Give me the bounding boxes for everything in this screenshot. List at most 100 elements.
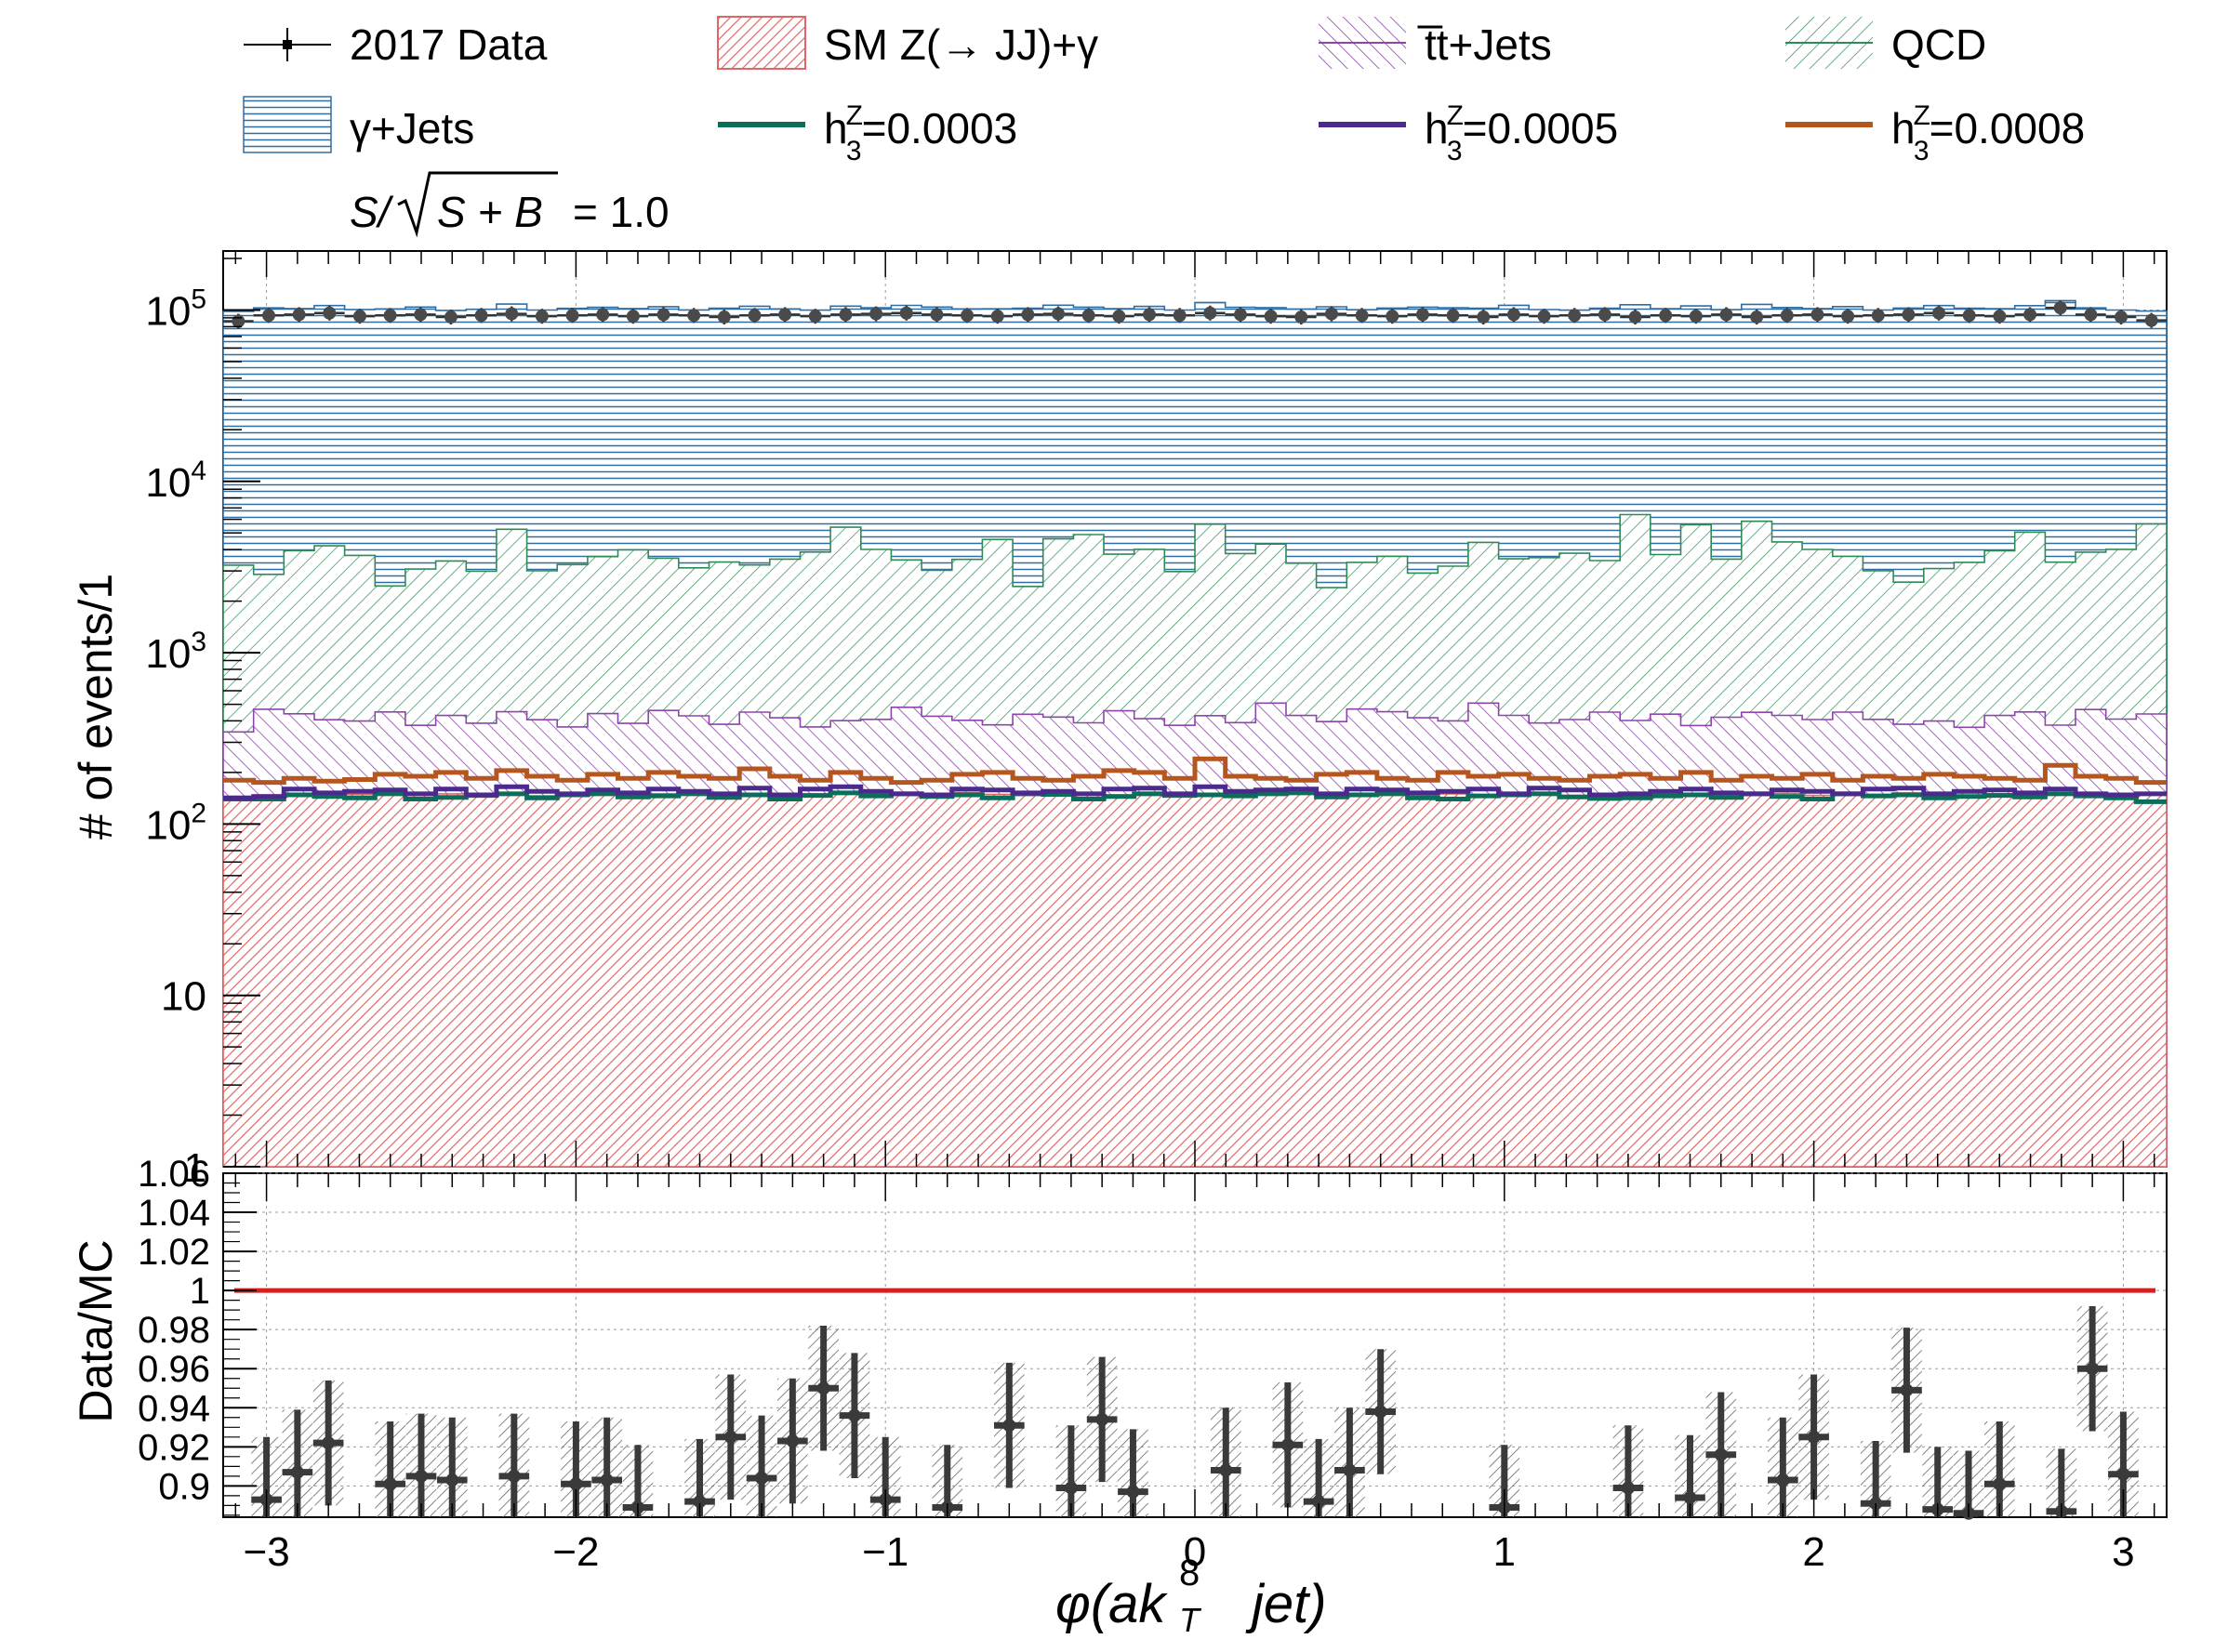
h3-symbol: h <box>1425 104 1449 152</box>
data-point <box>496 306 527 322</box>
data-point <box>1164 308 1195 324</box>
significance-value: = 1.0 <box>573 188 670 236</box>
h3-sup: Z <box>1914 100 1930 131</box>
legend-entry-h3-0005: hZ 3=0.0005 <box>1319 100 1618 166</box>
ratio-y-tick-label: 0.92 <box>138 1427 210 1468</box>
data-point <box>1984 309 2015 324</box>
ratio-point <box>591 1417 623 1517</box>
data-point <box>982 309 1014 324</box>
ratio-point <box>839 1353 870 1478</box>
data-point <box>313 305 345 321</box>
ratio-point <box>282 1409 313 1517</box>
data-point <box>1346 308 1377 324</box>
legend-label-zg: SM Z(→ JJ)+γ <box>824 20 1098 69</box>
legend-label-h3-0003: hZ 3=0.0003 <box>824 100 1017 166</box>
x-axis-title-jet: jet) <box>1245 1574 1327 1634</box>
x-tick-label: −1 <box>862 1529 908 1575</box>
data-point <box>253 308 285 324</box>
legend-label-qcd: QCD <box>1891 20 1986 69</box>
h3-sub: 3 <box>1447 136 1463 166</box>
data-point <box>1467 310 1499 325</box>
data-point <box>860 306 892 322</box>
data-point <box>2136 312 2167 328</box>
data-point <box>769 307 801 323</box>
data-point <box>2014 307 2046 323</box>
data-point <box>922 307 952 323</box>
ratio-y-tick-label: 0.98 <box>138 1310 210 1351</box>
data-point <box>1255 309 1286 324</box>
data-point <box>1134 307 1165 323</box>
main-y-tick-label: 104 <box>145 456 206 506</box>
ratio-point <box>2076 1305 2108 1432</box>
data-point <box>1680 309 1712 324</box>
data-point <box>1042 306 1074 322</box>
data-point <box>1225 307 1256 323</box>
ratio-point <box>405 1413 437 1517</box>
legend-label-ttbar: t̅t+Jets <box>1417 20 1552 69</box>
legend-entry-data: 2017 Data <box>244 20 548 69</box>
data-point <box>1711 307 1742 323</box>
ratio-point <box>1334 1408 1365 1517</box>
ratio-point <box>1767 1417 1798 1517</box>
data-point <box>1013 307 1043 323</box>
legend-entry-zg: SM Z(→ JJ)+γ <box>717 16 1098 70</box>
data-point <box>1741 310 1772 325</box>
data-point <box>1589 307 1621 323</box>
data-point <box>1438 308 1468 324</box>
main-y-tick-label: 105 <box>145 284 206 334</box>
ratio-point <box>1118 1429 1148 1517</box>
data-point <box>587 307 618 323</box>
legend-entry-h3-0003: hZ 3=0.0003 <box>718 100 1017 166</box>
legend-label-gammajets: γ+Jets <box>350 104 474 152</box>
legend-label-h3-0005: hZ 3=0.0005 <box>1425 100 1618 166</box>
ratio-y-tick-label: 1.04 <box>138 1193 210 1234</box>
main-x-ticks <box>234 251 2155 1167</box>
x-axis-title-sup: 8 <box>1179 1553 1200 1593</box>
main-y-tick-label: 1 <box>184 1145 206 1191</box>
x-axis-title: φ(ak 8 T jet) <box>1055 1553 1327 1639</box>
data-point <box>617 309 649 324</box>
data-point <box>1285 310 1317 325</box>
main-y-tick-label: 103 <box>145 627 206 677</box>
data-point <box>1195 305 1226 321</box>
data-point <box>1863 308 1894 324</box>
ratio-point <box>498 1413 530 1517</box>
data-point <box>1558 308 1590 324</box>
legend-entry-qcd: QCD <box>1785 17 1986 69</box>
data-point <box>1498 307 1530 323</box>
ratio-y-tick-label: 0.96 <box>138 1349 210 1390</box>
legend-entry-gammajets: γ+Jets <box>243 96 474 153</box>
data-point <box>466 308 497 324</box>
ratio-point <box>1705 1392 1737 1517</box>
data-point <box>1073 308 1105 324</box>
ratio-y-tick-label: 0.9 <box>158 1466 210 1507</box>
ratio-point <box>1210 1408 1241 1517</box>
h3-value: =0.0008 <box>1930 104 2086 152</box>
ratio-point <box>746 1415 777 1517</box>
data-point <box>526 309 558 324</box>
data-point <box>1650 308 1681 324</box>
data-point <box>800 309 831 324</box>
legend: 2017 Data SM Z(→ JJ)+γ t̅t+Jets QCD γ+Je… <box>243 16 2086 238</box>
h3-value: =0.0003 <box>862 104 1018 152</box>
data-point <box>1376 309 1408 324</box>
data-point <box>739 308 770 324</box>
x-tick-label: 1 <box>1493 1529 1516 1575</box>
ratio-point <box>715 1374 747 1500</box>
x-axis-title-sub: T <box>1179 1601 1202 1639</box>
data-point <box>1832 309 1863 324</box>
ratio-point <box>1798 1374 1829 1500</box>
ratio-point <box>375 1421 406 1517</box>
ratio-point <box>1272 1381 1304 1508</box>
data-point <box>1923 305 1955 321</box>
ratio-point <box>561 1421 591 1517</box>
x-tick-label: −3 <box>244 1529 290 1575</box>
data-point <box>2045 300 2076 316</box>
x-tick-label: 2 <box>1802 1529 1824 1575</box>
data-point <box>1316 306 1347 322</box>
ratio-point <box>1983 1421 2015 1517</box>
data-point <box>344 309 376 324</box>
